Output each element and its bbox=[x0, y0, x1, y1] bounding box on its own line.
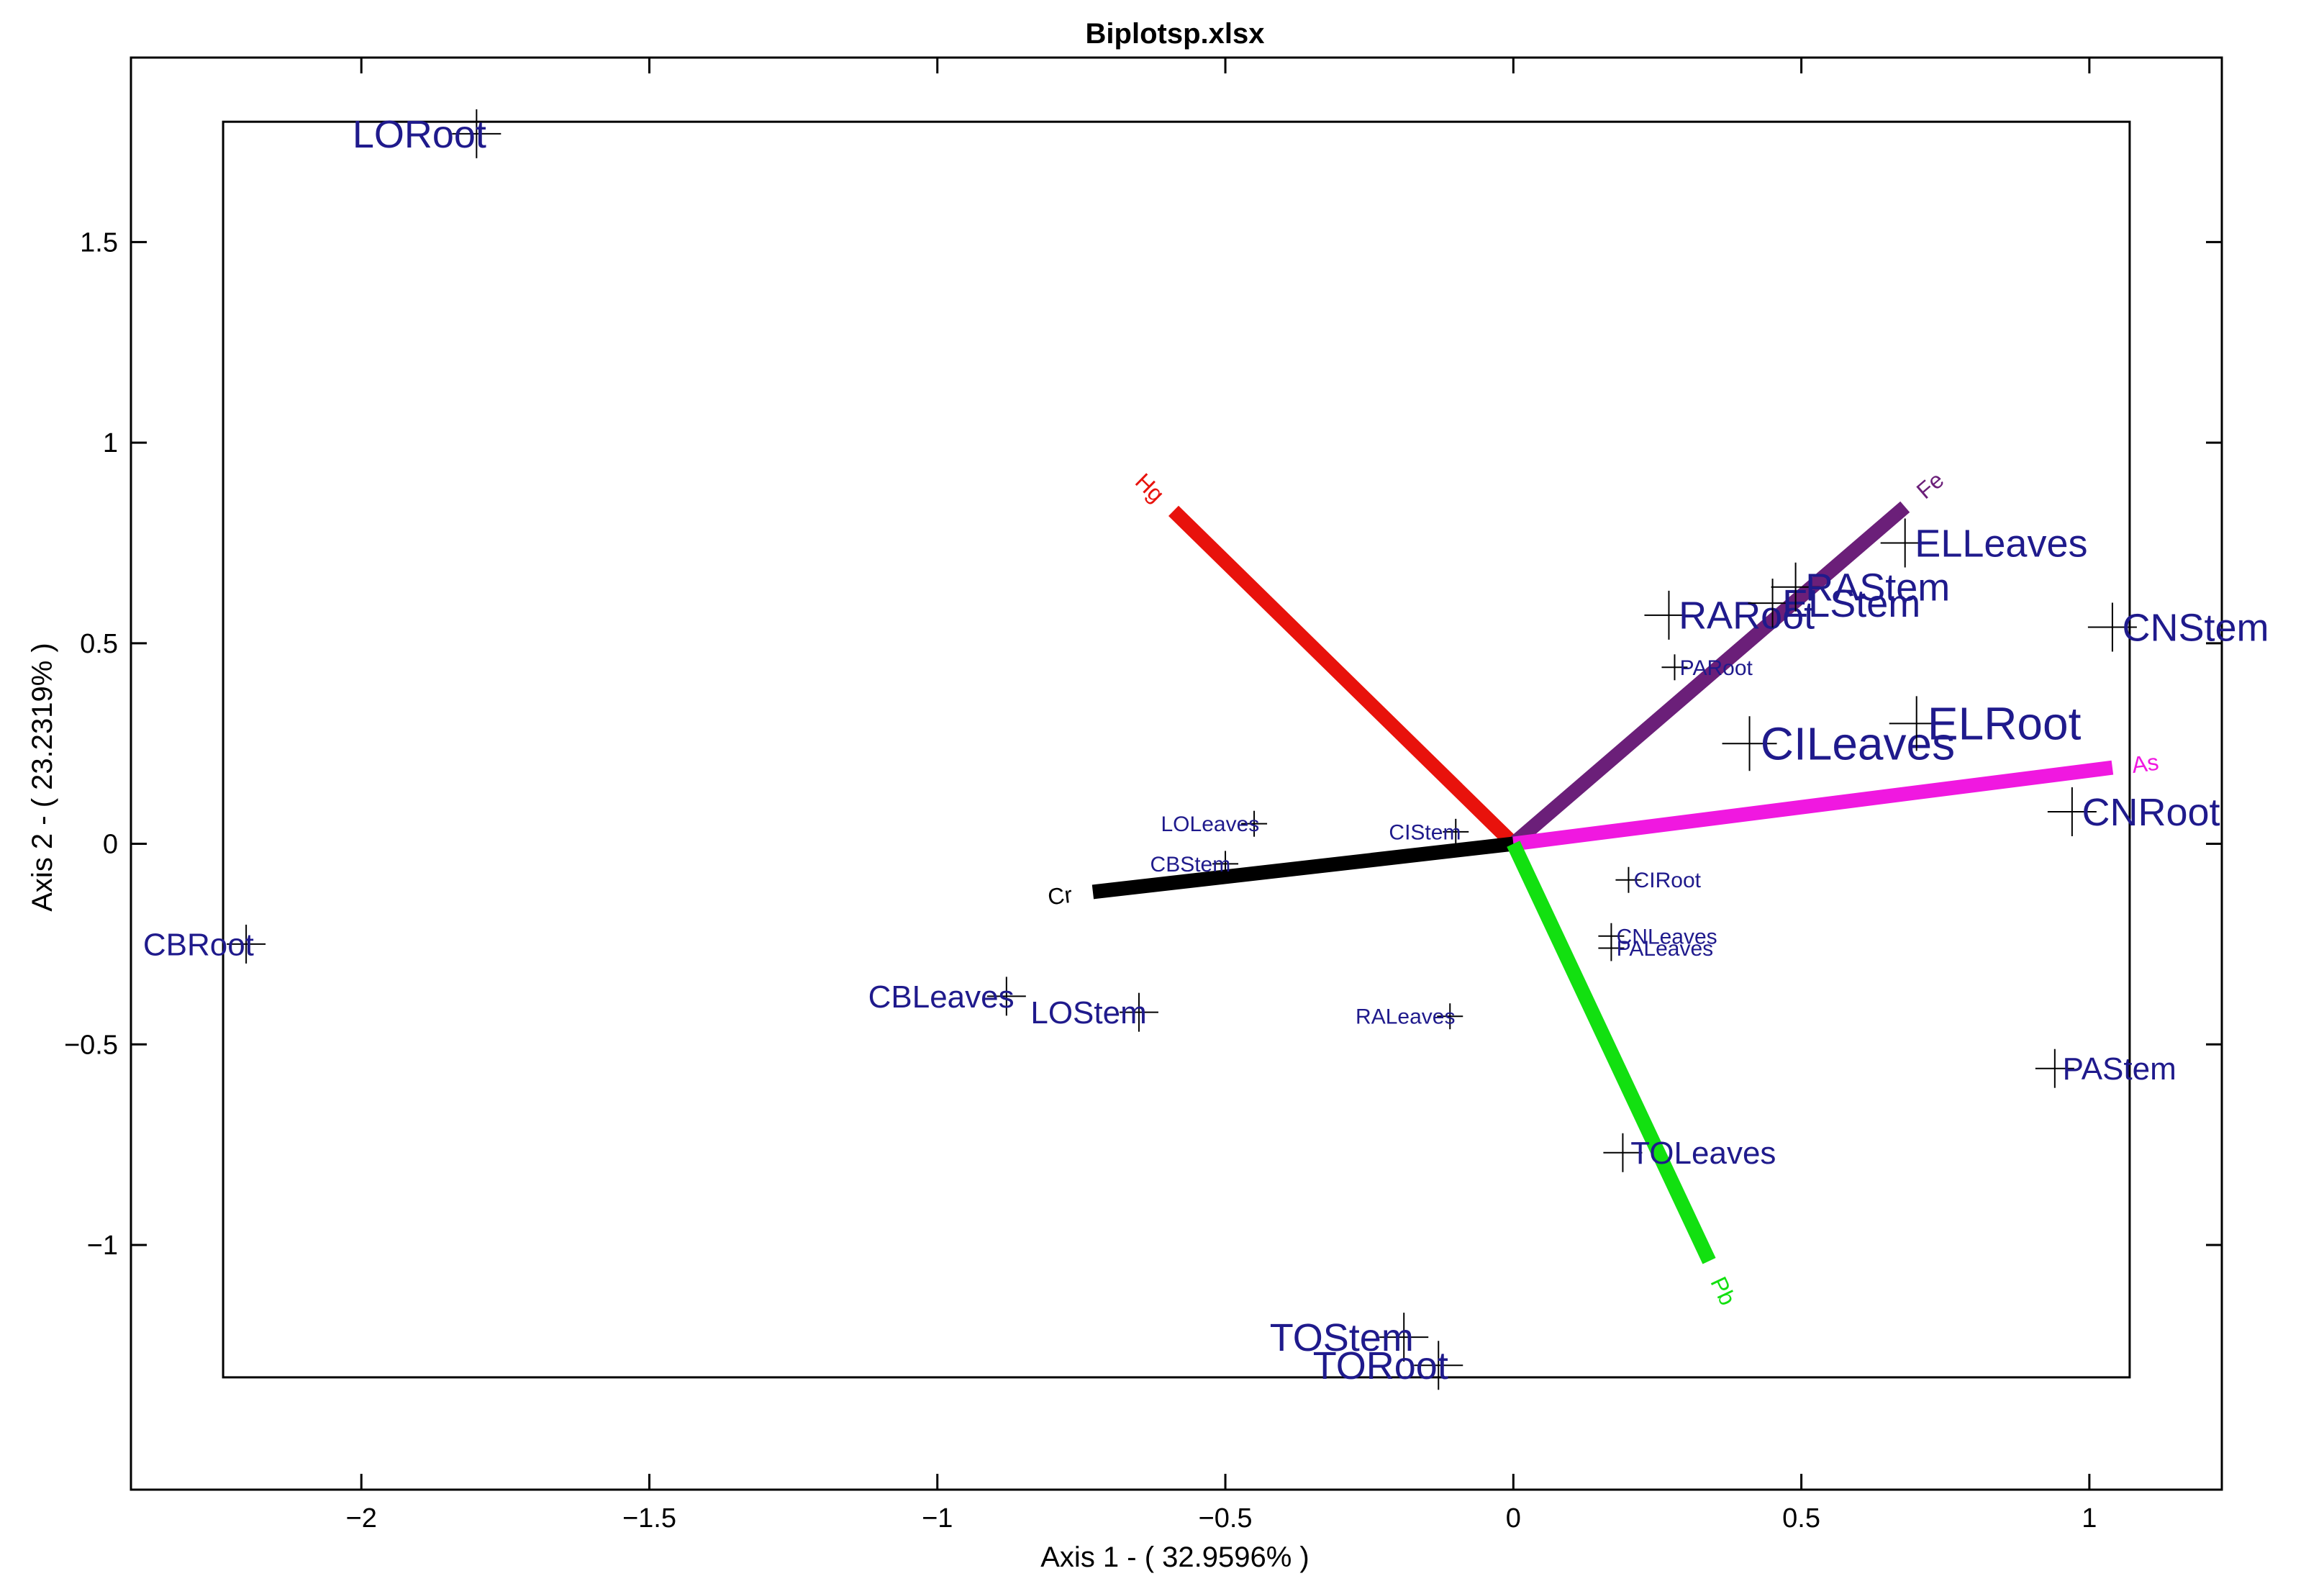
point-elroot: ELRoot bbox=[1889, 696, 2082, 751]
y-tick-label: 1 bbox=[103, 428, 118, 458]
x-tick-label: 0.5 bbox=[1782, 1503, 1820, 1534]
point-cbstem: CBStem bbox=[1150, 851, 1239, 877]
vector-pb bbox=[1507, 841, 1716, 1264]
point-label: TOStem bbox=[1270, 1316, 1414, 1359]
point-label: CILeaves bbox=[1761, 718, 1955, 770]
point-label: PAStem bbox=[2063, 1051, 2177, 1087]
point-toleaves: TOLeaves bbox=[1603, 1133, 1776, 1172]
point-loroot: LORoot bbox=[353, 109, 501, 158]
point-cbleaves: CBLeaves bbox=[868, 977, 1026, 1016]
vector-label-as: As bbox=[2130, 749, 2161, 778]
observation-points: LORoot CBRoot CBLeaves LOStem LOLeaves CBStem… bbox=[143, 109, 2269, 1390]
x-tick-label: −1.5 bbox=[622, 1503, 676, 1534]
point-loleaves: LOLeaves bbox=[1161, 810, 1268, 837]
point-paleaves: PALeaves bbox=[1598, 935, 1713, 961]
point-raleaves: RALeaves bbox=[1356, 1003, 1463, 1030]
point-label: RARoot bbox=[1679, 594, 1815, 638]
point-elstem: ELStem bbox=[1748, 579, 1920, 628]
point-cnroot: CNRoot bbox=[2047, 787, 2220, 836]
point-label: PALeaves bbox=[1617, 937, 1714, 961]
vector-as bbox=[1512, 760, 2114, 851]
point-cnstem: CNStem bbox=[2087, 602, 2269, 652]
point-label: LOStem bbox=[1030, 995, 1146, 1031]
y-tick-label: −1 bbox=[87, 1231, 118, 1261]
point-label: CBRoot bbox=[143, 927, 254, 962]
point-label: CBLeaves bbox=[868, 979, 1015, 1015]
x-tick-label: −0.5 bbox=[1199, 1503, 1253, 1534]
x-axis-label: Axis 1 - ( 32.9596% ) bbox=[1040, 1541, 1309, 1573]
y-tick-label: 1.5 bbox=[80, 227, 118, 258]
point-lostem: LOStem bbox=[1030, 992, 1158, 1032]
y-tick-label: −0.5 bbox=[64, 1030, 118, 1060]
x-tick-label: 0 bbox=[1506, 1503, 1521, 1534]
x-tick-label: −2 bbox=[346, 1503, 377, 1534]
point-toroot: TORoot bbox=[1313, 1341, 1463, 1390]
point-label: PARoot bbox=[1680, 656, 1753, 680]
point-label: ELRoot bbox=[1928, 698, 2082, 750]
y-tick-label: 0.5 bbox=[80, 629, 118, 659]
point-cistem: CIStem bbox=[1389, 818, 1469, 845]
point-label: LOLeaves bbox=[1161, 812, 1260, 836]
point-label: CIStem bbox=[1389, 820, 1461, 844]
vector-cr bbox=[1091, 836, 1515, 900]
point-label: CNLeaves bbox=[1617, 925, 1717, 948]
axis-ticks: −2 −1.5 −1 −0.5 0 0.5 1 1.5 1 0.5 0 −0.5 −1 bbox=[64, 58, 2222, 1534]
point-label: CNStem bbox=[2122, 606, 2269, 649]
axes-frame bbox=[130, 56, 2223, 1491]
chart-title: Biplotsp.xlsx bbox=[1086, 18, 1265, 50]
point-label: CIRoot bbox=[1634, 869, 1702, 892]
point-label: LORoot bbox=[353, 113, 486, 156]
point-raroot: RARoot bbox=[1644, 590, 1815, 640]
inner-reference-box bbox=[222, 120, 2131, 1379]
point-ciroot: CIRoot bbox=[1615, 866, 1702, 893]
y-tick-label: 0 bbox=[103, 830, 118, 860]
point-label: ELStem bbox=[1782, 582, 1920, 625]
vector-hg bbox=[1168, 505, 1519, 849]
point-label: RALeaves bbox=[1356, 1005, 1455, 1029]
point-label: ELLeaves bbox=[1915, 522, 2087, 565]
point-cnleaves: CNLeaves bbox=[1598, 923, 1717, 949]
point-label: CNRoot bbox=[2082, 791, 2220, 834]
point-rastem: RAStem bbox=[1771, 562, 1950, 612]
point-label: TORoot bbox=[1313, 1344, 1448, 1387]
point-cbroot: CBRoot bbox=[143, 924, 266, 964]
point-label: RAStem bbox=[1805, 566, 1950, 610]
y-axis-label: Axis 2 - ( 23.2319% ) bbox=[27, 643, 58, 912]
point-tostem: TOStem bbox=[1270, 1313, 1429, 1362]
point-pastem: PAStem bbox=[2035, 1049, 2177, 1088]
point-paroot: PARoot bbox=[1661, 654, 1753, 681]
point-cileaves: CILeaves bbox=[1722, 716, 1955, 771]
x-tick-label: −1 bbox=[922, 1503, 953, 1534]
vector-label-cr: Cr bbox=[1046, 882, 1074, 910]
x-tick-label: 1 bbox=[2082, 1503, 2097, 1534]
point-label: CBStem bbox=[1150, 853, 1231, 877]
vector-fe bbox=[1508, 501, 1910, 850]
point-label: TOLeaves bbox=[1630, 1136, 1776, 1171]
point-elleaves: ELLeaves bbox=[1880, 518, 2087, 568]
